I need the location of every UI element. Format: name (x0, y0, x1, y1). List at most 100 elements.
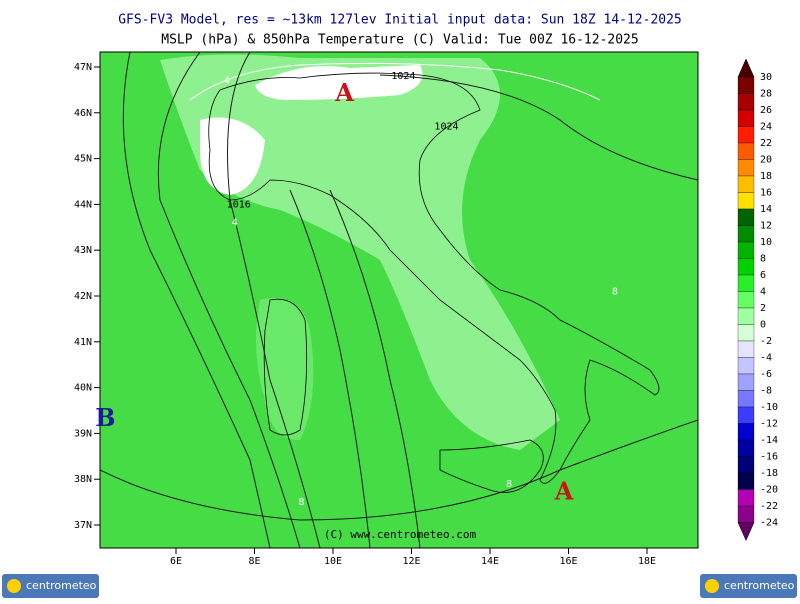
colorbar-swatch (737, 439, 755, 457)
colorbar-label: -14 (760, 435, 778, 446)
colorbar-label: -24 (760, 518, 778, 529)
colorbar-label: 6 (760, 270, 766, 281)
colorbar-label: 22 (760, 138, 772, 149)
pressure-center: B (95, 403, 115, 432)
colorbar-label: -4 (760, 353, 772, 364)
lat-label: 45N (74, 154, 92, 165)
logo-text: centrometeo (26, 579, 97, 592)
isotherm-label: 4 (224, 76, 230, 87)
lat-label: 38N (74, 474, 92, 485)
pressure-center: A (554, 476, 574, 505)
colorbar-label: -20 (760, 485, 778, 496)
lat-label: 41N (74, 337, 92, 348)
isobar (379, 74, 698, 181)
colorbar-swatch (737, 208, 755, 226)
logo-right: centrometeo (700, 574, 797, 598)
colorbar-label: 30 (760, 72, 772, 83)
colorbar-swatch (737, 142, 755, 160)
isobar (227, 52, 321, 548)
colorbar-swatch (737, 390, 755, 408)
isobar (157, 52, 301, 548)
colorbar-label: -2 (760, 336, 772, 347)
lon-label: 8E (248, 556, 260, 567)
lon-label: 10E (324, 556, 342, 567)
colorbar-label: -6 (760, 369, 772, 380)
colorbar-label: -10 (760, 402, 778, 413)
colorbar-label: 0 (760, 320, 766, 331)
sardinia-coast (263, 298, 308, 436)
sicily-coast (439, 439, 544, 493)
logo-icon (7, 579, 21, 593)
colorbar-swatch (737, 307, 755, 325)
logo-left: centrometeo (2, 574, 99, 598)
isobar-label: 1024 (391, 71, 415, 82)
colorbar-swatch (737, 274, 755, 292)
colorbar-swatch (737, 126, 755, 144)
colorbar-swatch (737, 357, 755, 375)
colorbar-swatch (737, 241, 755, 259)
colorbar-swatch (737, 505, 755, 523)
lat-label: 39N (74, 428, 92, 439)
colorbar-swatch (737, 93, 755, 111)
lon-label: 6E (170, 556, 182, 567)
colorbar-swatch (737, 472, 755, 490)
colorbar-label: 26 (760, 105, 772, 116)
colorbar-label: 28 (760, 89, 772, 100)
colorbar-label: 16 (760, 188, 772, 199)
copyright: (C) www.centrometeo.com (324, 528, 477, 541)
pressure-center: A (334, 78, 354, 107)
colorbar-label: 20 (760, 155, 772, 166)
logo-bg (700, 574, 797, 598)
lat-label: 43N (74, 245, 92, 256)
colorbar-swatch (737, 423, 755, 441)
lon-label: 12E (402, 556, 420, 567)
lat-label: 46N (74, 108, 92, 119)
colorbar-label: 10 (760, 237, 772, 248)
lat-label: 44N (74, 199, 92, 210)
isobar-label: 1024 (434, 122, 458, 133)
lon-label: 18E (638, 556, 656, 567)
lat-label: 42N (74, 291, 92, 302)
isotherm-label: 4 (232, 218, 238, 229)
colorbar-label: -16 (760, 452, 778, 463)
lat-label: 47N (74, 62, 92, 73)
isobar-label: 1016 (227, 199, 251, 210)
isotherm (189, 62, 601, 101)
isotherm-label: 8 (612, 286, 618, 297)
lat-label: 40N (74, 383, 92, 394)
colorbar-label: -12 (760, 419, 778, 430)
colorbar-label: 14 (760, 204, 772, 215)
colorbar-swatch (737, 340, 755, 358)
colorbar-swatch (737, 291, 755, 309)
map-labels: 47N 46N 45N 44N 43N 42N 41N 40N 39N 38N 37N 6E 8E 10E… (74, 62, 656, 567)
sardinia-zone (256, 298, 314, 440)
header-line1: GFS-FV3 Model, res = ~13km 127lev Initia… (118, 13, 682, 28)
colorbar-swatch (737, 109, 755, 127)
isobar (122, 52, 271, 548)
colorbar-swatch (737, 159, 755, 177)
colorbar-label: -8 (760, 386, 772, 397)
isobar (289, 189, 371, 548)
lon-label: 14E (481, 556, 499, 567)
isobar (329, 189, 421, 548)
colorbar-swatch (737, 258, 755, 276)
logo-icon (705, 579, 719, 593)
isotherm-label: 8 (298, 497, 304, 508)
colorbar-swatch (737, 192, 755, 210)
colorbar-label: 12 (760, 221, 772, 232)
italy-coast (208, 72, 660, 484)
colorbar-label: 18 (760, 171, 772, 182)
colorbar-label: 4 (760, 287, 766, 298)
header-line2: MSLP (hPa) & 850hPa Temperature (C) Vali… (161, 33, 638, 48)
colorbar-label: -18 (760, 468, 778, 479)
lat-label: 37N (74, 520, 92, 531)
colorbar-swatch (737, 175, 755, 193)
snow-west-alps (200, 117, 265, 195)
isobar (100, 419, 698, 521)
isotherm-label: 8 (506, 479, 512, 490)
colorbar-swatch (737, 324, 755, 342)
colorbar-label: 2 (760, 303, 766, 314)
lon-label: 16E (559, 556, 577, 567)
logo-bg (2, 574, 99, 598)
